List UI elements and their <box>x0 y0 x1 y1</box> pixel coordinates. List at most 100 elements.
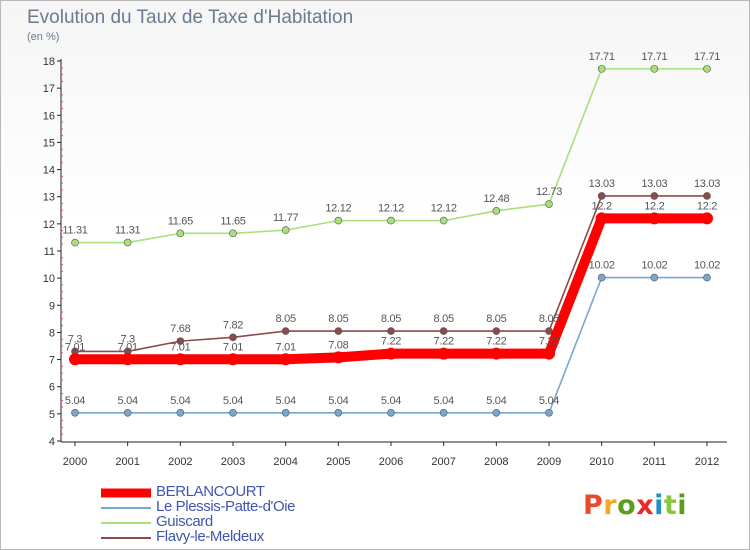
data-label-2: 12.48 <box>483 193 509 205</box>
y-tick-label: 12 <box>43 219 55 231</box>
y-minor-tick <box>61 128 63 130</box>
data-point-0 <box>279 353 292 366</box>
data-point-0 <box>701 212 713 225</box>
y-minor-tick <box>61 264 63 266</box>
data-point-0 <box>121 353 134 366</box>
data-label-1: 5.04 <box>381 395 401 407</box>
data-point-0 <box>648 212 661 225</box>
y-tick-label: 4 <box>49 436 55 448</box>
y-minor-tick <box>61 162 63 164</box>
y-minor-tick <box>61 298 63 299</box>
data-point-2 <box>597 65 606 73</box>
data-label-3: 8.05 <box>276 313 296 325</box>
data-label-0: 7.01 <box>65 341 85 353</box>
y-minor-tick <box>61 230 63 232</box>
data-label-2: 11.77 <box>273 212 298 224</box>
data-point-3 <box>492 327 501 335</box>
x-tick-label: 2007 <box>431 456 455 468</box>
data-point-0 <box>543 347 555 360</box>
data-point-3 <box>545 327 553 335</box>
data-point-1 <box>229 408 237 417</box>
logo-letter: r <box>603 490 618 521</box>
y-minor-tick <box>61 291 63 293</box>
y-minor-tick <box>61 352 63 354</box>
data-point-3 <box>334 327 343 335</box>
data-point-1 <box>439 408 448 417</box>
data-point-0 <box>227 353 239 366</box>
data-point-0 <box>69 353 81 366</box>
legend-label: BERLANCOURT <box>156 483 265 500</box>
data-point-2 <box>387 216 395 225</box>
y-tick-label: 8 <box>49 327 55 339</box>
data-point-0 <box>174 353 187 366</box>
data-label-2: 11.31 <box>115 225 140 237</box>
y-tick-label: 9 <box>49 300 55 312</box>
legend-label: Le Plessis-Patte-d'Oie <box>156 498 296 515</box>
data-point-2 <box>71 238 79 247</box>
y-minor-tick <box>61 80 63 82</box>
data-point-1 <box>387 408 395 417</box>
y-minor-tick <box>61 318 63 320</box>
x-tick-label: 2009 <box>537 456 561 468</box>
data-label-3: 13.03 <box>694 178 720 190</box>
y-minor-tick <box>61 94 63 96</box>
y-minor-tick <box>61 155 63 157</box>
x-tick-label: 2011 <box>643 456 667 468</box>
y-tick-label: 6 <box>49 382 55 394</box>
data-label-1: 10.02 <box>641 260 667 272</box>
y-minor-tick <box>61 108 63 109</box>
data-point-2 <box>703 65 711 73</box>
legend-swatch <box>101 506 151 509</box>
data-label-3: 7.82 <box>223 319 243 331</box>
y-minor-tick <box>61 148 63 150</box>
data-point-1 <box>650 273 659 282</box>
data-point-2 <box>334 216 343 225</box>
data-point-3 <box>439 327 448 335</box>
data-point-2 <box>123 238 132 247</box>
chart-title: Evolution du Taux de Taxe d'Habitation <box>27 7 354 28</box>
logo-letter: t <box>663 490 678 521</box>
y-minor-tick <box>61 236 63 238</box>
logo-letter: i <box>677 490 688 521</box>
y-minor-tick <box>61 135 63 137</box>
y-minor-tick <box>61 379 63 381</box>
legend-label: Flavy-le-Meldeux <box>156 528 264 545</box>
data-label-0: 7.22 <box>381 336 401 348</box>
data-label-1: 5.04 <box>118 395 138 407</box>
data-point-2 <box>439 216 448 225</box>
y-tick-label: 13 <box>43 192 55 204</box>
y-tick-label: 5 <box>49 409 55 421</box>
data-label-2: 17.71 <box>641 51 667 63</box>
data-point-1 <box>71 408 79 417</box>
data-label-3: 8.05 <box>328 313 348 325</box>
y-minor-tick <box>61 311 63 313</box>
x-tick-label: 2000 <box>63 456 87 468</box>
data-label-1: 5.04 <box>276 395 296 407</box>
data-label-3: 7.3 <box>120 333 135 345</box>
data-label-3: 8.05 <box>486 313 506 325</box>
y-minor-tick <box>61 67 63 69</box>
y-minor-tick <box>61 284 63 286</box>
data-label-1: 5.04 <box>434 395 454 407</box>
y-minor-tick <box>61 216 63 218</box>
logo-letter: P <box>583 490 604 521</box>
data-label-2: 11.65 <box>168 215 193 227</box>
x-tick-label: 2002 <box>168 456 192 468</box>
data-label-2: 12.73 <box>536 186 562 198</box>
y-minor-tick <box>61 325 63 327</box>
data-label-2: 12.12 <box>378 203 404 215</box>
y-minor-tick <box>61 203 63 204</box>
x-tick-label: 2006 <box>379 456 403 468</box>
data-label-1: 5.04 <box>328 395 348 407</box>
data-label-2: 11.31 <box>62 225 87 237</box>
data-point-1 <box>123 408 132 417</box>
y-minor-tick <box>61 393 63 394</box>
data-label-2: 12.12 <box>325 203 351 215</box>
y-minor-tick <box>61 270 63 272</box>
data-point-0 <box>595 212 608 225</box>
y-minor-tick <box>61 426 63 428</box>
y-minor-tick <box>61 74 63 76</box>
data-label-2: 17.71 <box>589 51 615 63</box>
data-label-0: 7.22 <box>434 336 454 348</box>
